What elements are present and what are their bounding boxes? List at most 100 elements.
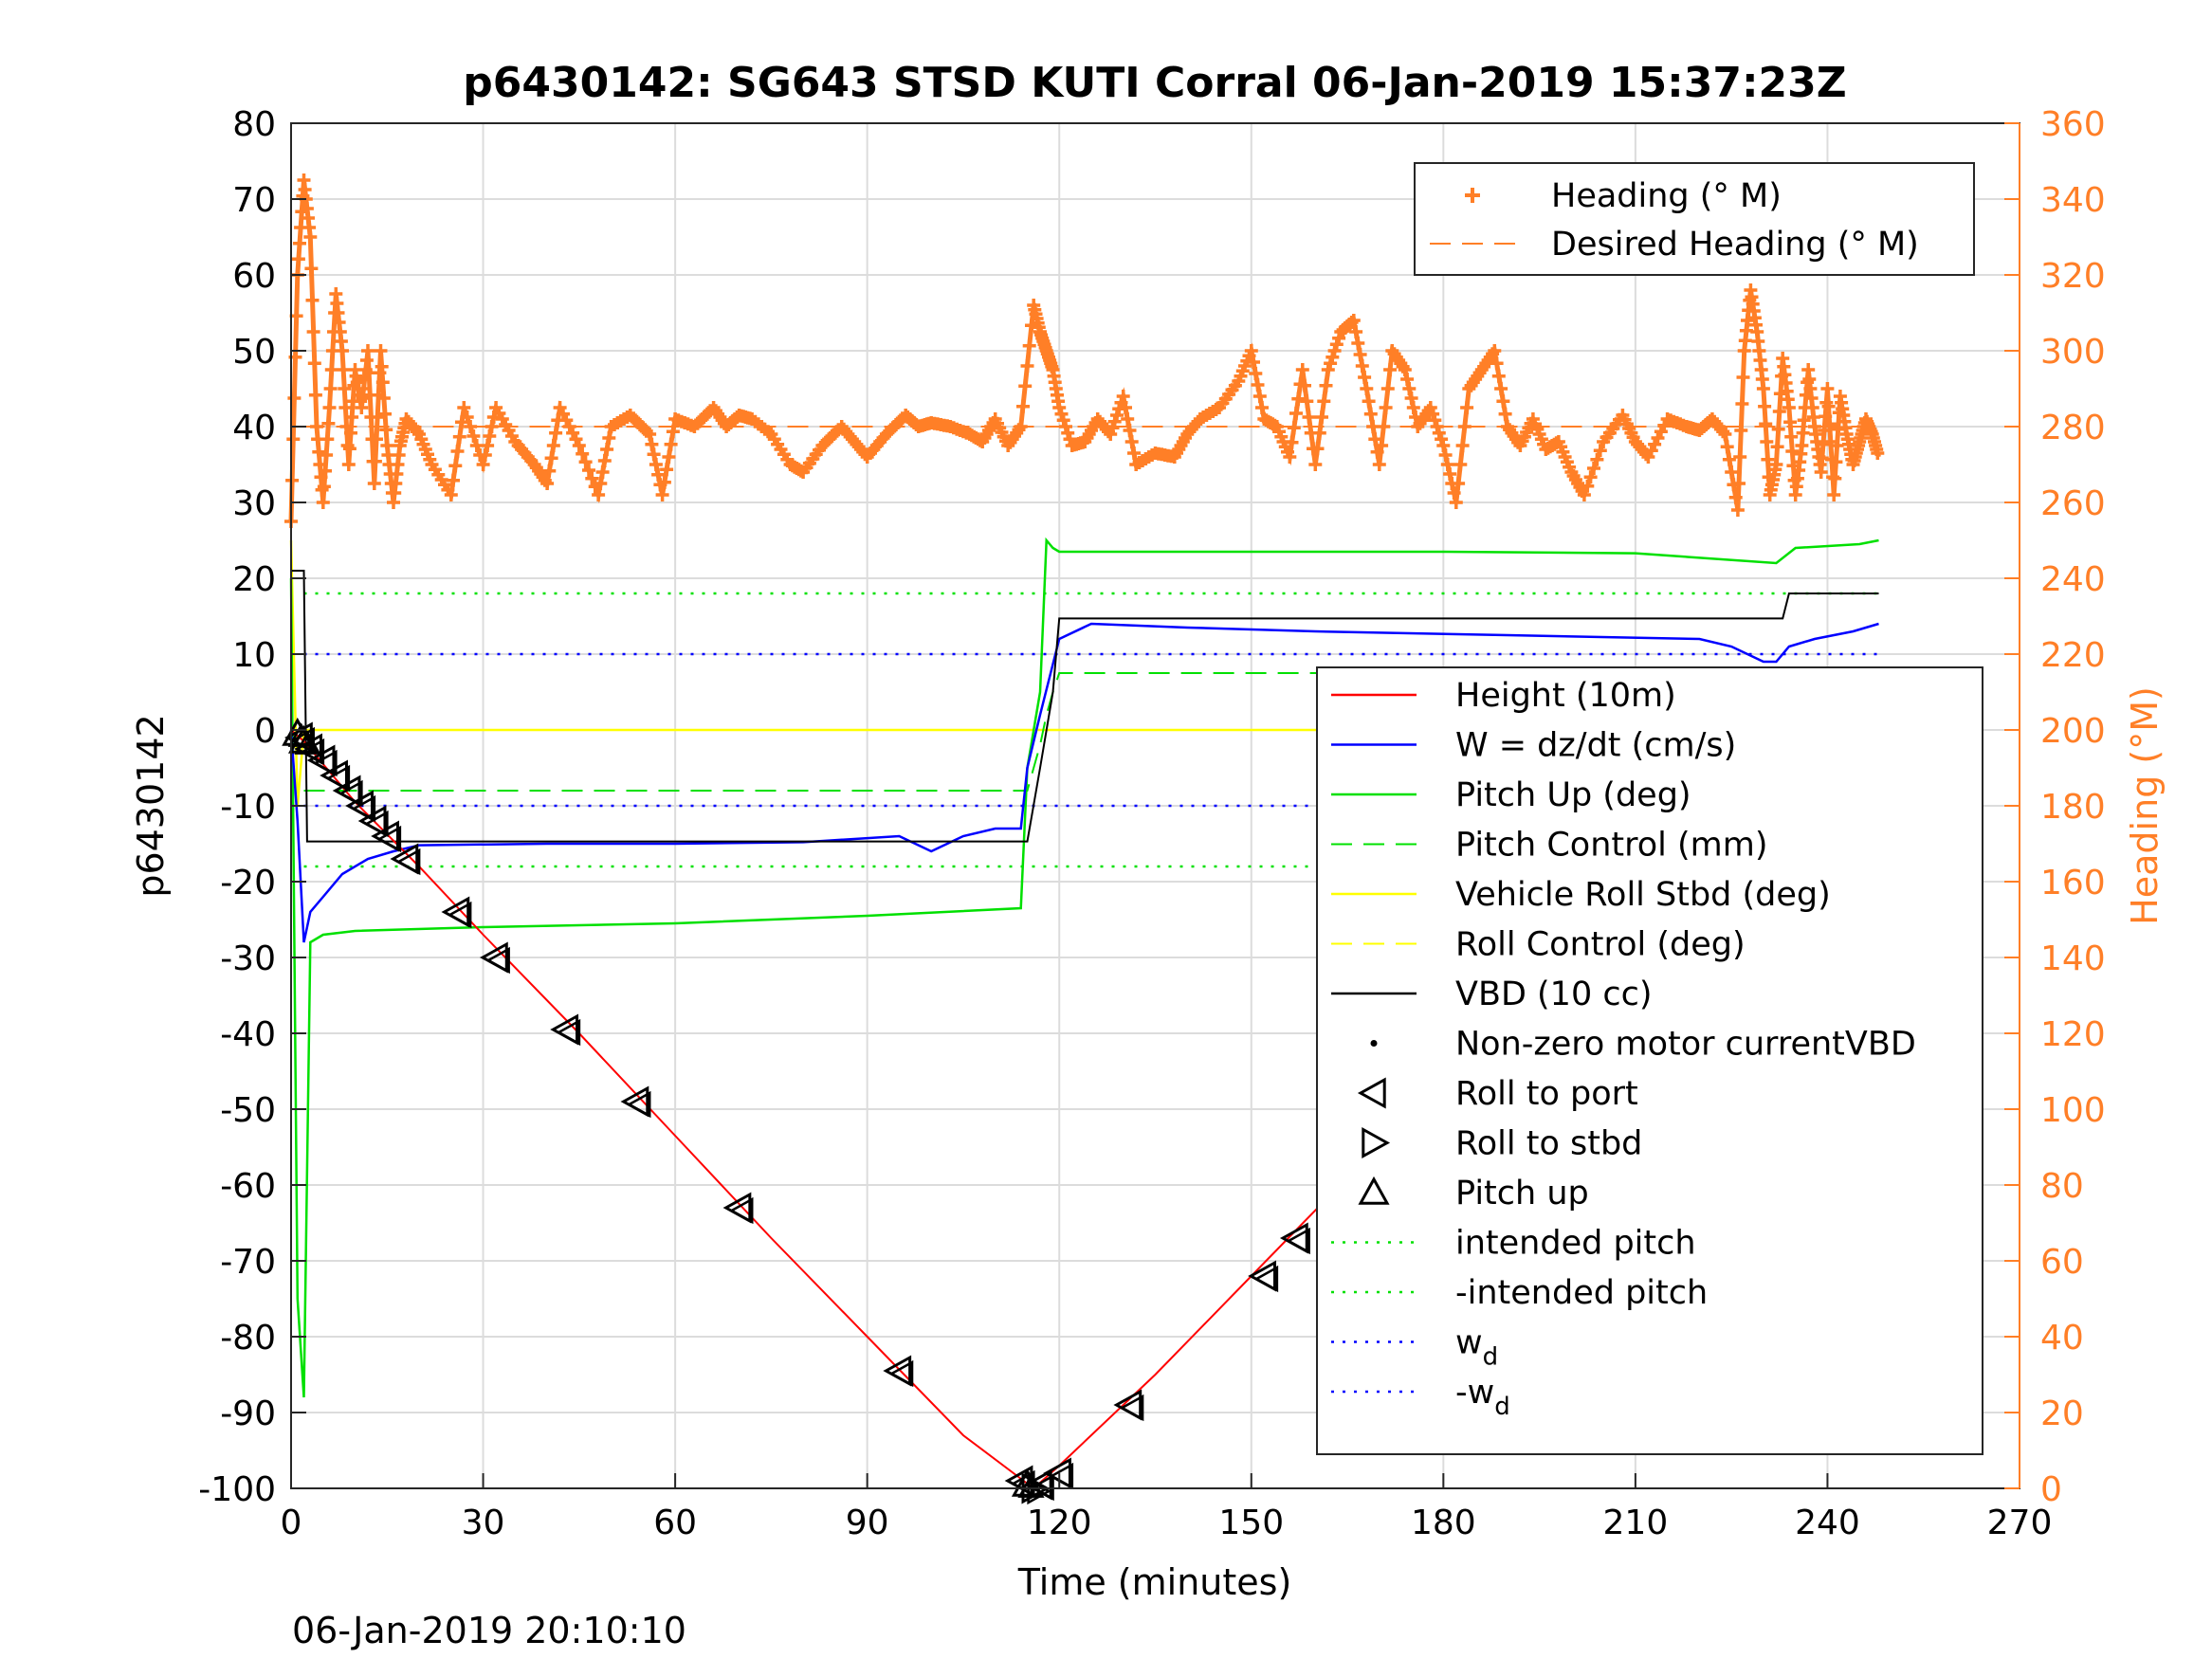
x-tick-label-30: 30 (462, 1504, 505, 1542)
y-tick-label--70: -70 (220, 1243, 276, 1282)
legend-swatch-pitch_up_marker (1358, 1176, 1390, 1205)
marker-shadow-23 (1253, 1265, 1279, 1293)
y-tick-label--50: -50 (220, 1091, 276, 1130)
y-tick-label--40: -40 (220, 1015, 276, 1054)
x-tick-label-210: 210 (1603, 1504, 1669, 1542)
legend-label-pitch_up_marker: Pitch up (1455, 1175, 1589, 1212)
y2-tick-label-180: 180 (2040, 788, 2106, 827)
series-pitch-control (303, 672, 1879, 792)
y2-tick-label-300: 300 (2040, 333, 2106, 372)
marker-shadow-14 (627, 1090, 651, 1119)
x-axis-ticks: 0 30 60 90 120 150 180 210 240 270 (281, 1473, 2053, 1542)
y2-tick-label-160: 160 (2040, 864, 2106, 902)
legend-label-heading: Heading (° M) (1551, 177, 1782, 215)
series-pitch-up (289, 537, 1879, 1398)
marker-shadow-22 (1119, 1394, 1144, 1422)
legend-main-box (1316, 666, 1983, 1455)
x-tick-label-270: 270 (1987, 1504, 2053, 1542)
legend-label-pitch_control: Pitch Control (mm) (1455, 827, 1767, 865)
y-tick-label-50: 50 (232, 333, 276, 372)
legend-label-roll_stbd: Roll to stbd (1455, 1125, 1642, 1163)
legend-label-neg_intended_pitch: -intended pitch (1455, 1274, 1708, 1312)
legend-heading-box (1414, 162, 1975, 276)
y2-tick-label-140: 140 (2040, 939, 2106, 978)
x-tick-label-0: 0 (281, 1504, 302, 1542)
y2-tick-label-320: 320 (2040, 257, 2106, 296)
y-tick-label-30: 30 (232, 484, 276, 523)
y-tick-label-40: 40 (232, 409, 276, 447)
y2-tick-label-280: 280 (2040, 409, 2106, 447)
legend-swatch-motor (1370, 1040, 1378, 1047)
y-tick-label-0: 0 (254, 712, 276, 751)
legend-label-pitch_up: Pitch Up (deg) (1455, 776, 1691, 814)
legend-label-w: W = dz/dt (cm/s) (1455, 727, 1736, 765)
y2-tick-label-120: 120 (2040, 1015, 2106, 1054)
chart-title: p6430142: SG643 STSD KUTI Corral 06-Jan-… (463, 59, 1846, 107)
legend-label-roll: Vehicle Roll Stbd (deg) (1455, 876, 1831, 914)
x-tick-label-90: 90 (846, 1504, 889, 1542)
y-tick-label--100: -100 (198, 1470, 276, 1509)
y2-tick-label-220: 220 (2040, 636, 2106, 675)
marker-shadow-10 (395, 848, 421, 876)
series-w (289, 622, 1879, 943)
y-tick-label--80: -80 (220, 1319, 276, 1358)
legend-label-roll_port: Roll to port (1455, 1075, 1638, 1113)
marker-shadow-12 (485, 946, 510, 975)
y-tick-label--90: -90 (220, 1395, 276, 1433)
marker-shadow-5 (325, 764, 351, 793)
y2-tick-label-200: 200 (2040, 712, 2106, 751)
y-tick-label-10: 10 (232, 636, 276, 675)
y2-tick-label-360: 360 (2040, 105, 2106, 144)
x-tick-label-180: 180 (1411, 1504, 1476, 1542)
y-tick-label-80: 80 (232, 105, 276, 144)
marker-shadow-6 (338, 779, 363, 808)
y2-tick-label-40: 40 (2040, 1319, 2084, 1358)
legend-heading: Heading (° M) Desired Heading (° M) (1414, 162, 1975, 276)
x-tick-label-150: 150 (1218, 1504, 1284, 1542)
legend-label-vbd: VBD (10 cc) (1455, 975, 1653, 1013)
y2-axis-label: Heading (°M) (2124, 686, 2166, 925)
y-tick-label-20: 20 (232, 560, 276, 599)
y-axis-label: p6430142 (130, 714, 172, 897)
marker-shadow-11 (447, 901, 472, 929)
y-tick-label--30: -30 (220, 939, 276, 978)
marker-shadow-24 (1286, 1227, 1310, 1255)
y2-tick-label-60: 60 (2040, 1243, 2084, 1282)
x-tick-label-60: 60 (653, 1504, 697, 1542)
y2-tick-label-240: 240 (2040, 560, 2106, 599)
y2-tick-label-100: 100 (2040, 1091, 2106, 1130)
y-tick-label--20: -20 (220, 864, 276, 902)
marker-shadow-8 (364, 810, 389, 838)
legend-swatch-heading (1465, 188, 1480, 203)
marker-shadow-19 (1027, 1477, 1051, 1505)
y2-tick-label-260: 260 (2040, 484, 2106, 523)
legend-label-wd: wd (1455, 1324, 1498, 1372)
marker-shadow-21 (1049, 1462, 1074, 1490)
y2-tick-label-80: 80 (2040, 1167, 2084, 1206)
footer-timestamp: 06-Jan-2019 20:10:10 (292, 1610, 686, 1651)
legend-label-desired_heading: Desired Heading (° M) (1551, 226, 1919, 264)
marker-shadow-13 (556, 1018, 581, 1047)
marker-shadow-4 (313, 749, 338, 777)
legend-swatch-roll_stbd (1362, 1126, 1391, 1159)
y2-tick-label-20: 20 (2040, 1395, 2084, 1433)
legend-label-motor: Non-zero motor currentVBD (1455, 1026, 1916, 1064)
legend-label-roll_control: Roll Control (deg) (1455, 926, 1746, 964)
legend-swatch-roll_port (1357, 1077, 1386, 1109)
legend-label-neg_wd: -wd (1455, 1374, 1510, 1421)
marker-shadow-16 (888, 1359, 914, 1388)
y2-tick-label-0: 0 (2040, 1470, 2062, 1509)
marker-shadow-9 (376, 825, 402, 853)
y-tick-label-60: 60 (232, 257, 276, 296)
y-tick-label--60: -60 (220, 1167, 276, 1206)
legend-label-height: Height (10m) (1455, 677, 1676, 715)
series-vbd (291, 570, 1879, 843)
y-axis-ticks: 80 70 60 50 40 30 20 10 0 -10 -20 -30 -40 -50 -60 -70 -8… (198, 105, 306, 1509)
legend-main: Height (10m) W = dz/dt (cm/s) Pitch Up (de… (1316, 666, 1983, 1455)
x-axis-label: Time (minutes) (1017, 1561, 1292, 1603)
x-tick-label-240: 240 (1795, 1504, 1860, 1542)
y2-axis-ticks: 3603403203002802602402202001801601401201… (2004, 105, 2106, 1509)
legend-label-intended_pitch: intended pitch (1455, 1225, 1696, 1263)
marker-shadow-7 (351, 794, 376, 823)
